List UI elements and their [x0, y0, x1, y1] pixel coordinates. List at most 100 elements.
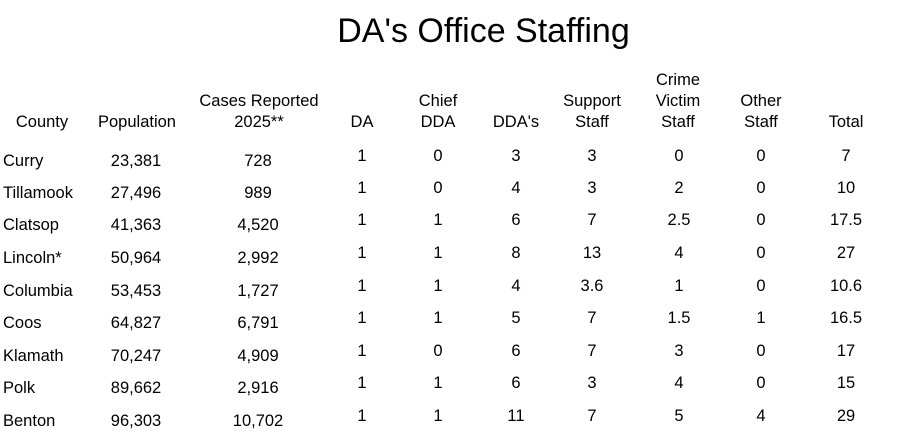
cell-da: 1	[357, 374, 367, 392]
cell-total: 10.6	[829, 277, 863, 295]
cell-county: Polk	[3, 379, 36, 397]
cell-ddas: 6	[511, 342, 521, 360]
cell-support-staff: 3.6	[580, 277, 604, 295]
column-header-ddas: DDA's	[492, 113, 540, 131]
cell-cases-reported: 2,916	[237, 379, 279, 397]
cell-other-staff: 0	[756, 244, 766, 262]
cell-other-staff: 1	[756, 309, 766, 327]
cell-county: Tillamook	[3, 184, 73, 202]
cell-ddas: 8	[511, 244, 521, 262]
cell-support-staff: 3	[587, 147, 597, 165]
cell-population: 23,381	[110, 152, 162, 170]
cell-ddas: 4	[511, 179, 521, 197]
cell-support-staff: 7	[587, 407, 597, 425]
cell-chief-dda: 1	[433, 211, 443, 229]
cell-chief-dda: 1	[433, 309, 443, 327]
cell-da: 1	[357, 277, 367, 295]
cell-da: 1	[357, 147, 367, 165]
cell-county: Clatsop	[3, 216, 59, 234]
cell-cases-reported: 4,909	[237, 347, 279, 365]
cell-population: 70,247	[110, 347, 162, 365]
cell-da: 1	[357, 244, 367, 262]
column-header-total: Total	[828, 113, 864, 131]
cell-total: 16.5	[829, 309, 863, 327]
cell-crime-victim-staff: 3	[674, 342, 684, 360]
column-header-support-staff: Support Staff	[563, 92, 621, 131]
cell-support-staff: 7	[587, 342, 597, 360]
cell-county: Columbia	[3, 282, 73, 300]
cell-crime-victim-staff: 2	[674, 179, 684, 197]
cell-other-staff: 4	[756, 407, 766, 425]
cell-da: 1	[357, 211, 367, 229]
cell-total: 7	[841, 147, 851, 165]
cell-population: 96,303	[110, 412, 162, 430]
cell-other-staff: 0	[756, 147, 766, 165]
cell-ddas: 3	[511, 147, 521, 165]
cell-chief-dda: 0	[433, 342, 443, 360]
cell-population: 53,453	[110, 282, 162, 300]
cell-other-staff: 0	[756, 179, 766, 197]
cell-total: 15	[836, 374, 856, 392]
cell-ddas: 11	[507, 407, 525, 425]
cell-other-staff: 0	[756, 374, 766, 392]
column-header-da: DA	[350, 113, 374, 131]
page-title: DA's Office Staffing	[337, 12, 630, 50]
column-header-population: Population	[98, 113, 176, 131]
cell-support-staff: 13	[582, 244, 602, 262]
cell-cases-reported: 10,702	[232, 412, 284, 430]
cell-other-staff: 0	[756, 211, 766, 229]
cell-ddas: 4	[511, 277, 521, 295]
cell-cases-reported: 2,992	[237, 249, 279, 267]
column-header-other-staff: Other Staff	[740, 92, 782, 131]
cell-total: 17.5	[829, 211, 863, 229]
cell-population: 64,827	[110, 314, 162, 332]
cell-crime-victim-staff: 2.5	[667, 211, 691, 229]
cell-da: 1	[357, 179, 367, 197]
cell-cases-reported: 1,727	[237, 282, 279, 300]
cell-support-staff: 3	[587, 179, 597, 197]
cell-chief-dda: 1	[433, 244, 443, 262]
cell-population: 89,662	[110, 379, 162, 397]
cell-county: Klamath	[3, 347, 64, 365]
column-header-cases-reported: Cases Reported 2025**	[199, 92, 319, 131]
cell-county: Lincoln*	[3, 249, 62, 267]
cell-chief-dda: 0	[433, 147, 443, 165]
cell-chief-dda: 0	[433, 179, 443, 197]
cell-chief-dda: 1	[433, 407, 443, 425]
cell-da: 1	[357, 407, 367, 425]
cell-da: 1	[357, 342, 367, 360]
cell-support-staff: 7	[587, 211, 597, 229]
cell-ddas: 6	[511, 374, 521, 392]
cell-da: 1	[357, 309, 367, 327]
cell-population: 27,496	[110, 184, 162, 202]
cell-total: 29	[836, 407, 856, 425]
cell-county: Benton	[3, 412, 56, 430]
cell-crime-victim-staff: 4	[674, 244, 684, 262]
cell-ddas: 5	[511, 309, 521, 327]
cell-chief-dda: 1	[433, 277, 443, 295]
cell-other-staff: 0	[756, 342, 766, 360]
cell-chief-dda: 1	[433, 374, 443, 392]
cell-total: 10	[836, 179, 856, 197]
cell-total: 17	[836, 342, 856, 360]
cell-crime-victim-staff: 5	[674, 407, 684, 425]
column-header-chief-dda: Chief DDA	[418, 92, 458, 131]
cell-county: Coos	[3, 314, 42, 332]
cell-total: 27	[836, 244, 856, 262]
cell-cases-reported: 6,791	[237, 314, 279, 332]
cell-crime-victim-staff: 1.5	[667, 309, 691, 327]
cell-other-staff: 0	[756, 277, 766, 295]
cell-population: 41,363	[110, 216, 162, 234]
cell-crime-victim-staff: 0	[674, 147, 684, 165]
cell-ddas: 6	[511, 211, 521, 229]
cell-cases-reported: 728	[244, 152, 272, 170]
cell-crime-victim-staff: 4	[674, 374, 684, 392]
cell-cases-reported: 4,520	[237, 216, 279, 234]
cell-support-staff: 3	[587, 374, 597, 392]
cell-population: 50,964	[110, 249, 162, 267]
cell-support-staff: 7	[587, 309, 597, 327]
cell-county: Curry	[3, 152, 44, 170]
column-header-crime-victim-staff: Crime Victim Staff	[655, 71, 701, 131]
cell-cases-reported: 989	[244, 184, 272, 202]
cell-crime-victim-staff: 1	[674, 277, 684, 295]
